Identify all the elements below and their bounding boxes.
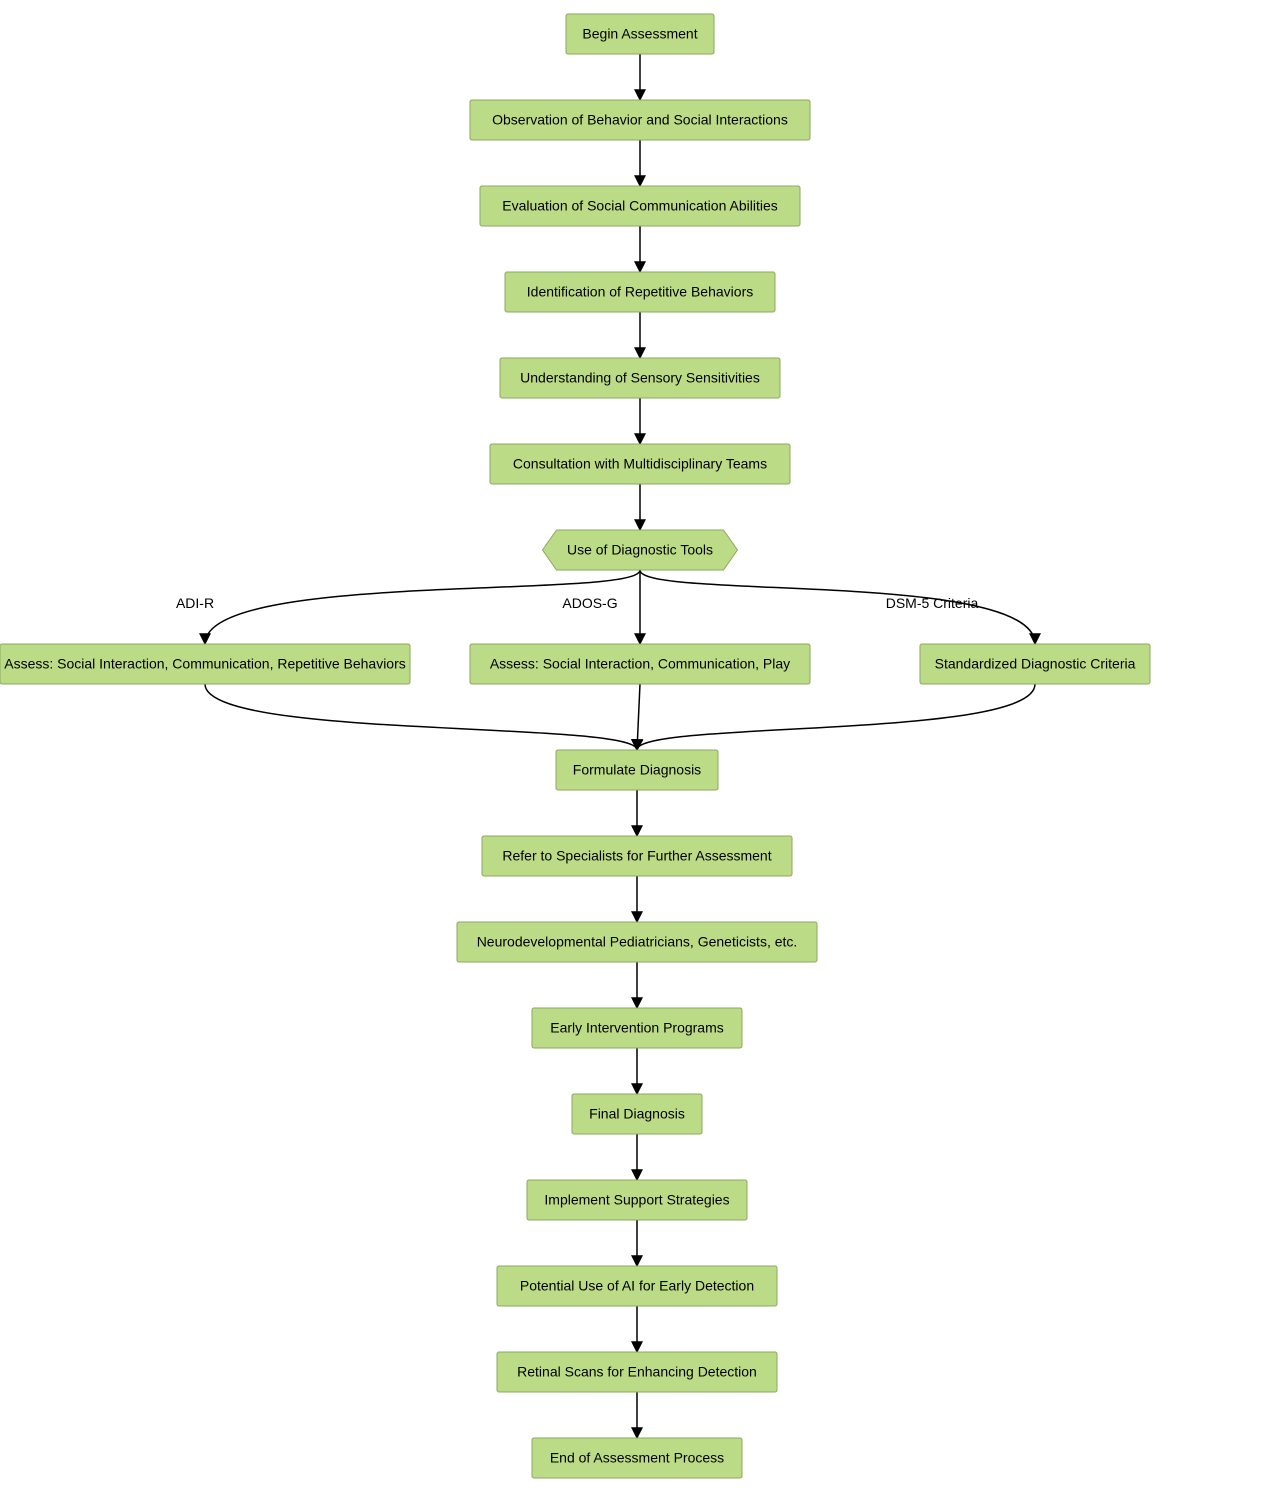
node-n6: Consultation with Multidisciplinary Team… xyxy=(490,444,790,484)
node-label-n4: Identification of Repetitive Behaviors xyxy=(527,284,753,300)
node-label-n15: Final Diagnosis xyxy=(589,1106,685,1122)
node-n17: Potential Use of AI for Early Detection xyxy=(497,1266,777,1306)
node-label-n19: End of Assessment Process xyxy=(550,1450,724,1466)
node-n11: Formulate Diagnosis xyxy=(556,750,718,790)
edge-label-n7-n8: ADI-R xyxy=(176,595,214,611)
node-n19: End of Assessment Process xyxy=(532,1438,742,1478)
node-n4: Identification of Repetitive Behaviors xyxy=(505,272,775,312)
node-n5: Understanding of Sensory Sensitivities xyxy=(500,358,780,398)
node-label-n5: Understanding of Sensory Sensitivities xyxy=(520,370,760,386)
node-label-n3: Evaluation of Social Communication Abili… xyxy=(502,198,777,214)
node-n13: Neurodevelopmental Pediatricians, Geneti… xyxy=(457,922,817,962)
node-label-n10: Standardized Diagnostic Criteria xyxy=(935,656,1136,672)
node-n7: Use of Diagnostic Tools xyxy=(543,530,738,570)
edge-label-n7-n9: ADOS-G xyxy=(562,595,617,611)
edge-n9-n11 xyxy=(637,684,640,750)
node-label-n9: Assess: Social Interaction, Communicatio… xyxy=(490,656,790,672)
node-label-n14: Early Intervention Programs xyxy=(550,1020,724,1036)
flowchart-diagram: ADI-R ADOS-G DSM-5 Criteria Begin Assessmen… xyxy=(0,0,1280,1505)
node-n1: Begin Assessment xyxy=(566,14,714,54)
node-label-n1: Begin Assessment xyxy=(582,26,697,42)
node-n18: Retinal Scans for Enhancing Detection xyxy=(497,1352,777,1392)
node-n14: Early Intervention Programs xyxy=(532,1008,742,1048)
node-label-n8: Assess: Social Interaction, Communicatio… xyxy=(4,656,406,672)
node-label-n17: Potential Use of AI for Early Detection xyxy=(520,1278,754,1294)
node-label-n18: Retinal Scans for Enhancing Detection xyxy=(517,1364,757,1380)
node-label-n13: Neurodevelopmental Pediatricians, Geneti… xyxy=(477,934,798,950)
edge-n10-n11 xyxy=(637,684,1035,750)
node-label-n11: Formulate Diagnosis xyxy=(573,762,701,778)
edge-label-n7-n10: DSM-5 Criteria xyxy=(886,595,979,611)
node-label-n6: Consultation with Multidisciplinary Team… xyxy=(513,456,767,472)
node-n3: Evaluation of Social Communication Abili… xyxy=(480,186,800,226)
edge-n8-n11 xyxy=(205,684,637,750)
node-label-n12: Refer to Specialists for Further Assessm… xyxy=(502,848,771,864)
node-n9: Assess: Social Interaction, Communicatio… xyxy=(470,644,810,684)
node-n16: Implement Support Strategies xyxy=(527,1180,747,1220)
node-n15: Final Diagnosis xyxy=(572,1094,702,1134)
node-n2: Observation of Behavior and Social Inter… xyxy=(470,100,810,140)
node-n10: Standardized Diagnostic Criteria xyxy=(920,644,1150,684)
node-label-n2: Observation of Behavior and Social Inter… xyxy=(492,112,788,128)
node-n12: Refer to Specialists for Further Assessm… xyxy=(482,836,792,876)
node-n8: Assess: Social Interaction, Communicatio… xyxy=(0,644,410,684)
node-label-n16: Implement Support Strategies xyxy=(544,1192,729,1208)
node-label-n7: Use of Diagnostic Tools xyxy=(567,542,713,558)
